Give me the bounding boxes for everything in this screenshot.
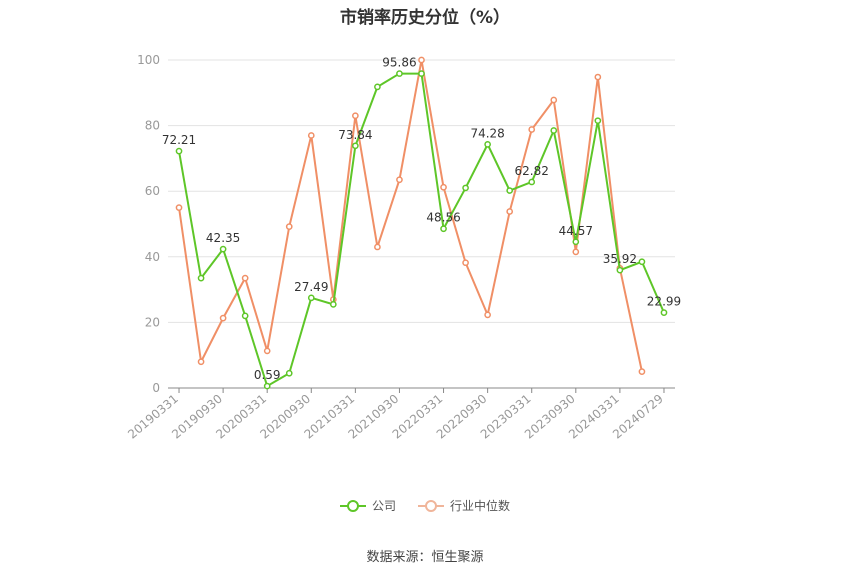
data-label: 0.59	[254, 368, 281, 382]
data-point-industry	[307, 132, 315, 139]
data-point-company	[219, 245, 227, 253]
data-point-industry	[440, 183, 447, 191]
data-point-industry	[241, 274, 249, 282]
legend-swatch-company	[339, 499, 366, 513]
data-point-industry	[528, 126, 536, 133]
data-point-company	[307, 294, 315, 302]
data-point-industry	[418, 56, 425, 64]
data-label: 44.57	[559, 224, 593, 238]
data-label: 35.92	[603, 252, 637, 266]
legend: 公司 行业中位数	[0, 497, 850, 514]
data-point-company	[241, 312, 249, 320]
y-tick-label: 80	[145, 119, 160, 133]
data-point-industry	[219, 314, 227, 322]
y-tick-label: 0	[152, 381, 160, 395]
grid-lines	[168, 59, 675, 323]
legend-item-company[interactable]: 公司	[339, 497, 396, 514]
y-tick-label: 40	[145, 250, 160, 264]
data-point-industry	[396, 176, 403, 184]
series-line-industry	[178, 59, 643, 372]
data-label: 48.56	[426, 211, 460, 225]
data-point-company	[175, 147, 183, 155]
data-point-industry	[462, 259, 469, 267]
data-point-company	[352, 142, 359, 150]
data-point-company	[197, 274, 205, 282]
legend-label-industry: 行业中位数	[450, 499, 511, 513]
data-label: 42.35	[206, 231, 240, 245]
data-point-industry	[197, 358, 205, 366]
data-point-company	[484, 141, 491, 148]
data-label: 72.21	[162, 133, 196, 147]
x-axis: 2019033120190930202003312020093020210331…	[125, 387, 675, 442]
data-point-company	[329, 301, 337, 308]
data-point-company	[616, 266, 624, 274]
data-point-industry	[594, 73, 602, 81]
data-point-company	[572, 238, 580, 246]
data-point-company	[462, 184, 469, 192]
data-point-industry	[263, 347, 271, 355]
y-tick-label: 60	[145, 184, 160, 198]
data-point-industry	[550, 96, 558, 104]
data-point-company	[418, 70, 425, 77]
data-label: 95.86	[382, 56, 416, 70]
data-point-company	[594, 117, 602, 125]
data-point-industry	[374, 243, 381, 251]
data-label: 22.99	[647, 295, 681, 309]
data-point-company	[638, 258, 646, 266]
data-label: 73.84	[338, 128, 372, 142]
source-note: 数据来源：恒生聚源	[366, 550, 484, 565]
data-point-company	[660, 309, 668, 316]
data-point-industry	[572, 248, 580, 256]
data-point-company	[263, 382, 271, 390]
series-layer	[175, 56, 668, 390]
data-point-company	[285, 369, 293, 377]
legend-item-industry[interactable]: 行业中位数	[418, 497, 510, 514]
data-point-company	[374, 83, 381, 91]
data-point-industry	[638, 368, 646, 375]
data-point-company	[506, 187, 514, 194]
legend-swatch-industry	[418, 499, 444, 513]
data-point-company	[396, 70, 403, 77]
data-point-company	[528, 178, 536, 186]
data-point-company	[550, 127, 558, 134]
data-point-industry	[285, 223, 293, 230]
data-label: 62.82	[515, 164, 549, 178]
y-tick-label: 100	[137, 53, 160, 67]
data-point-industry	[175, 204, 183, 211]
y-tick-label: 20	[145, 315, 160, 329]
data-point-company	[440, 225, 447, 233]
data-point-industry	[352, 112, 359, 120]
data-point-industry	[506, 208, 514, 215]
y-axis-ticks: 0 20 40 60 80 100	[137, 53, 160, 395]
data-point-industry	[484, 311, 491, 319]
chart-title: 市销率历史分位（%）	[339, 8, 511, 28]
data-label: 27.49	[294, 280, 328, 294]
data-label: 74.28	[470, 126, 504, 140]
data-labels: 72.21 42.35 0.59 27.49 73.84 95.86 48.56 74.28 6…	[162, 56, 681, 382]
legend-label-company: 公司	[371, 499, 396, 513]
